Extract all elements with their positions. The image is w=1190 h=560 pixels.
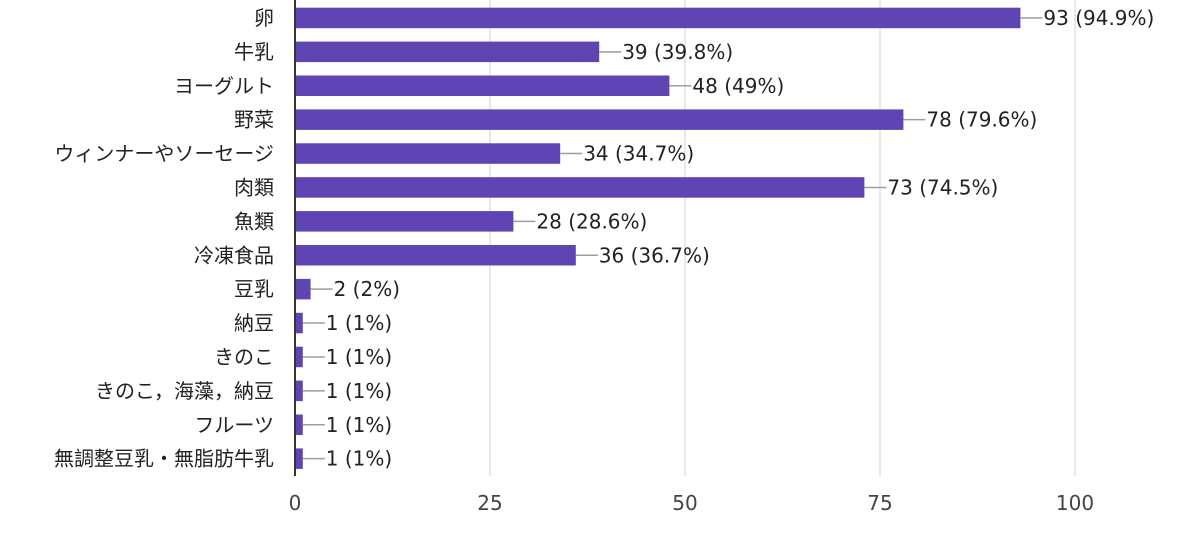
value-labels: 93 (94.9%) 39 (39.8%) 48 (49%) 78 (79.6%) 34…: [326, 6, 1155, 471]
bar-10: [295, 346, 303, 368]
value-label-12: 1 (1%): [326, 413, 392, 437]
category-label-5: 肉類: [234, 175, 274, 199]
value-label-11: 1 (1%): [326, 379, 392, 403]
bar-5: [295, 177, 865, 198]
bar-1: [295, 41, 600, 63]
label-connectors: [302, 17, 1043, 460]
category-label-3: 野菜: [234, 108, 274, 132]
value-label-1: 39 (39.8%): [622, 40, 733, 64]
bar-13: [295, 448, 303, 469]
x-tick-label-100: 100: [1056, 491, 1094, 515]
category-label-7: 冷凍食品: [194, 243, 274, 267]
bar-2: [295, 75, 670, 96]
category-label-1: 牛乳: [234, 40, 274, 64]
category-label-4: ウィンナーやソーセージ: [54, 142, 274, 166]
value-label-6: 28 (28.6%): [536, 209, 647, 233]
gridlines: [489, 0, 1076, 476]
category-label-9: 納豆: [234, 311, 274, 335]
category-labels: 卵牛乳ヨーグルト野菜ウィンナーやソーセージ肉類魚類冷凍食品豆乳納豆きのこきのこ，…: [54, 6, 274, 471]
value-label-5: 73 (74.5%): [887, 175, 998, 199]
value-label-4: 34 (34.7%): [583, 142, 694, 166]
value-label-8: 2 (2%): [334, 277, 400, 301]
value-label-3: 78 (79.6%): [926, 108, 1037, 132]
value-label-13: 1 (1%): [326, 447, 392, 471]
category-label-6: 魚類: [234, 209, 274, 233]
bar-0: [295, 7, 1021, 29]
bar-4: [295, 143, 561, 164]
category-label-8: 豆乳: [234, 277, 274, 301]
x-tick-labels: 0 25 50 75 100: [289, 491, 1094, 515]
bar-9: [295, 312, 303, 334]
bars: [295, 7, 1021, 469]
category-label-2: ヨーグルト: [174, 74, 274, 98]
category-label-13: 無調整豆乳・無脂肪牛乳: [54, 447, 274, 471]
value-label-2: 48 (49%): [692, 74, 784, 98]
value-label-9: 1 (1%): [326, 311, 392, 335]
category-label-12: フルーツ: [194, 413, 274, 437]
bar-7: [295, 245, 576, 266]
category-label-0: 卵: [254, 6, 274, 30]
x-tick-label-0: 0: [289, 491, 302, 515]
value-label-0: 93 (94.9%): [1043, 6, 1154, 30]
bar-12: [295, 414, 303, 435]
x-tick-label-75: 75: [867, 491, 892, 515]
bar-3: [295, 109, 904, 130]
category-label-11: きのこ，海藻，納豆: [95, 379, 274, 403]
category-label-10: きのこ: [214, 345, 274, 369]
x-tick-label-50: 50: [672, 491, 697, 515]
bar-6: [295, 211, 514, 232]
value-label-10: 1 (1%): [326, 345, 392, 369]
bar-11: [295, 380, 303, 402]
value-label-7: 36 (36.7%): [599, 243, 710, 267]
x-tick-label-25: 25: [477, 491, 502, 515]
bar-8: [295, 278, 311, 300]
